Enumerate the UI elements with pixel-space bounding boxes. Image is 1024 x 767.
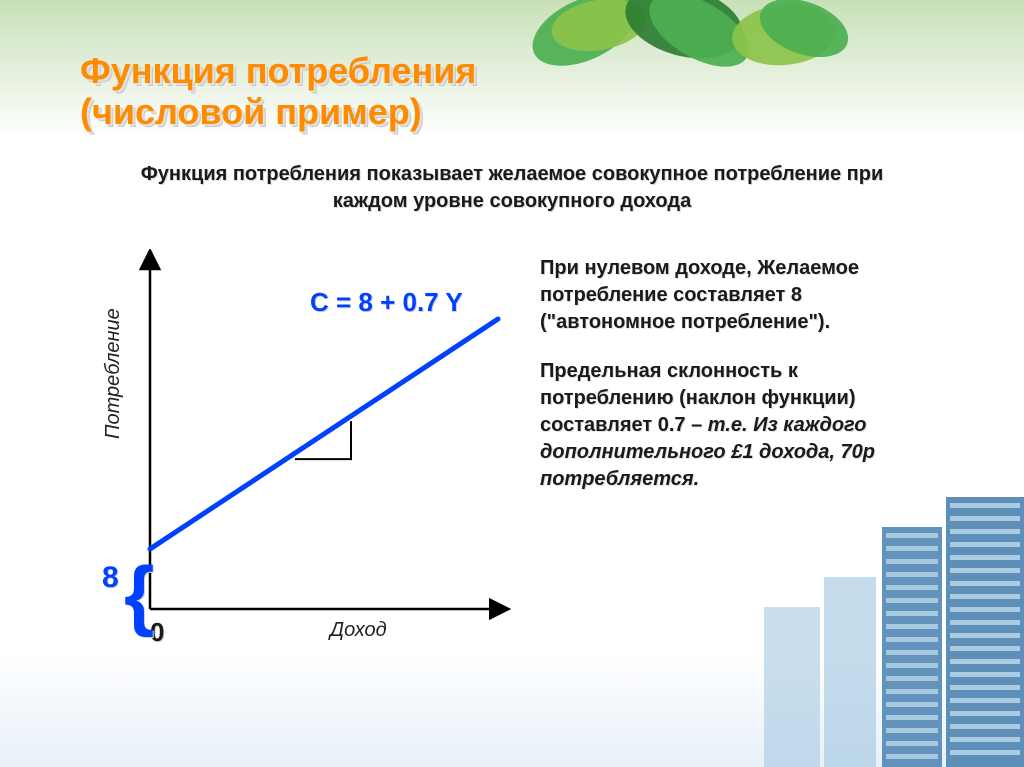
chart-equation: C = 8 + 0.7 Y [310, 287, 463, 318]
paragraph-2: Предельная склонность к потреблению (нак… [540, 358, 934, 493]
chart-brace: { [124, 571, 154, 618]
chart-column: C = 8 + 0.7 Y Потребление Доход 0 8 { [80, 249, 520, 669]
slide-subtitle: Функция потребления показывает желаемое … [122, 161, 902, 215]
chart-xlabel: Доход [330, 619, 387, 642]
slide-title: Функция потребления (числовой пример) [80, 50, 944, 133]
title-line-1: Функция потребления [80, 50, 476, 91]
paragraph-1: При нулевом доходе, Желаемое потребление… [540, 255, 934, 336]
consumption-chart: C = 8 + 0.7 Y Потребление Доход 0 8 { [80, 249, 520, 669]
title-line-2: (числовой пример) [80, 91, 422, 132]
slide-content: Функция потребления (числовой пример) Фу… [0, 0, 1024, 699]
text-column: При нулевом доходе, Желаемое потребление… [540, 249, 944, 515]
chart-intercept-label: 8 [102, 561, 119, 595]
chart-ylabel: Потребление [102, 308, 125, 439]
content-row: C = 8 + 0.7 Y Потребление Доход 0 8 { Пр… [80, 249, 944, 669]
